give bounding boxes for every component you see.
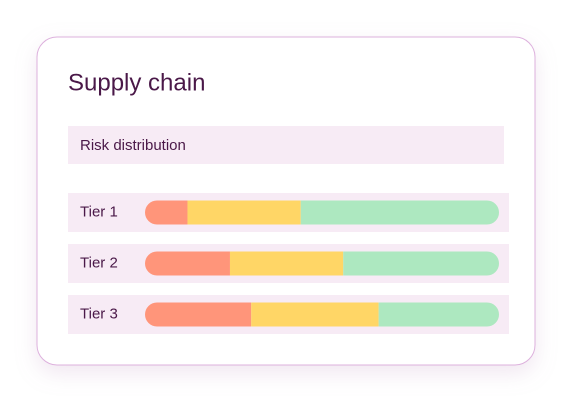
bar-segment (145, 251, 230, 276)
bar (145, 200, 499, 225)
bar-segment (378, 302, 499, 327)
bar-segment (251, 302, 379, 327)
bar (145, 302, 499, 327)
bar-segment (300, 200, 499, 225)
bar-segment (145, 200, 188, 225)
subtitle-box (68, 126, 504, 164)
bar (145, 251, 499, 276)
bar-segment (229, 251, 344, 276)
row-label: Tier 2 (80, 254, 118, 271)
row-label: Tier 1 (80, 203, 118, 220)
bar-segment (187, 200, 301, 225)
bar-segment (343, 251, 499, 276)
card-title: Supply chain (68, 69, 205, 96)
bar-segment (145, 302, 252, 327)
subtitle: Risk distribution (80, 137, 186, 154)
row-label: Tier 3 (80, 305, 118, 322)
